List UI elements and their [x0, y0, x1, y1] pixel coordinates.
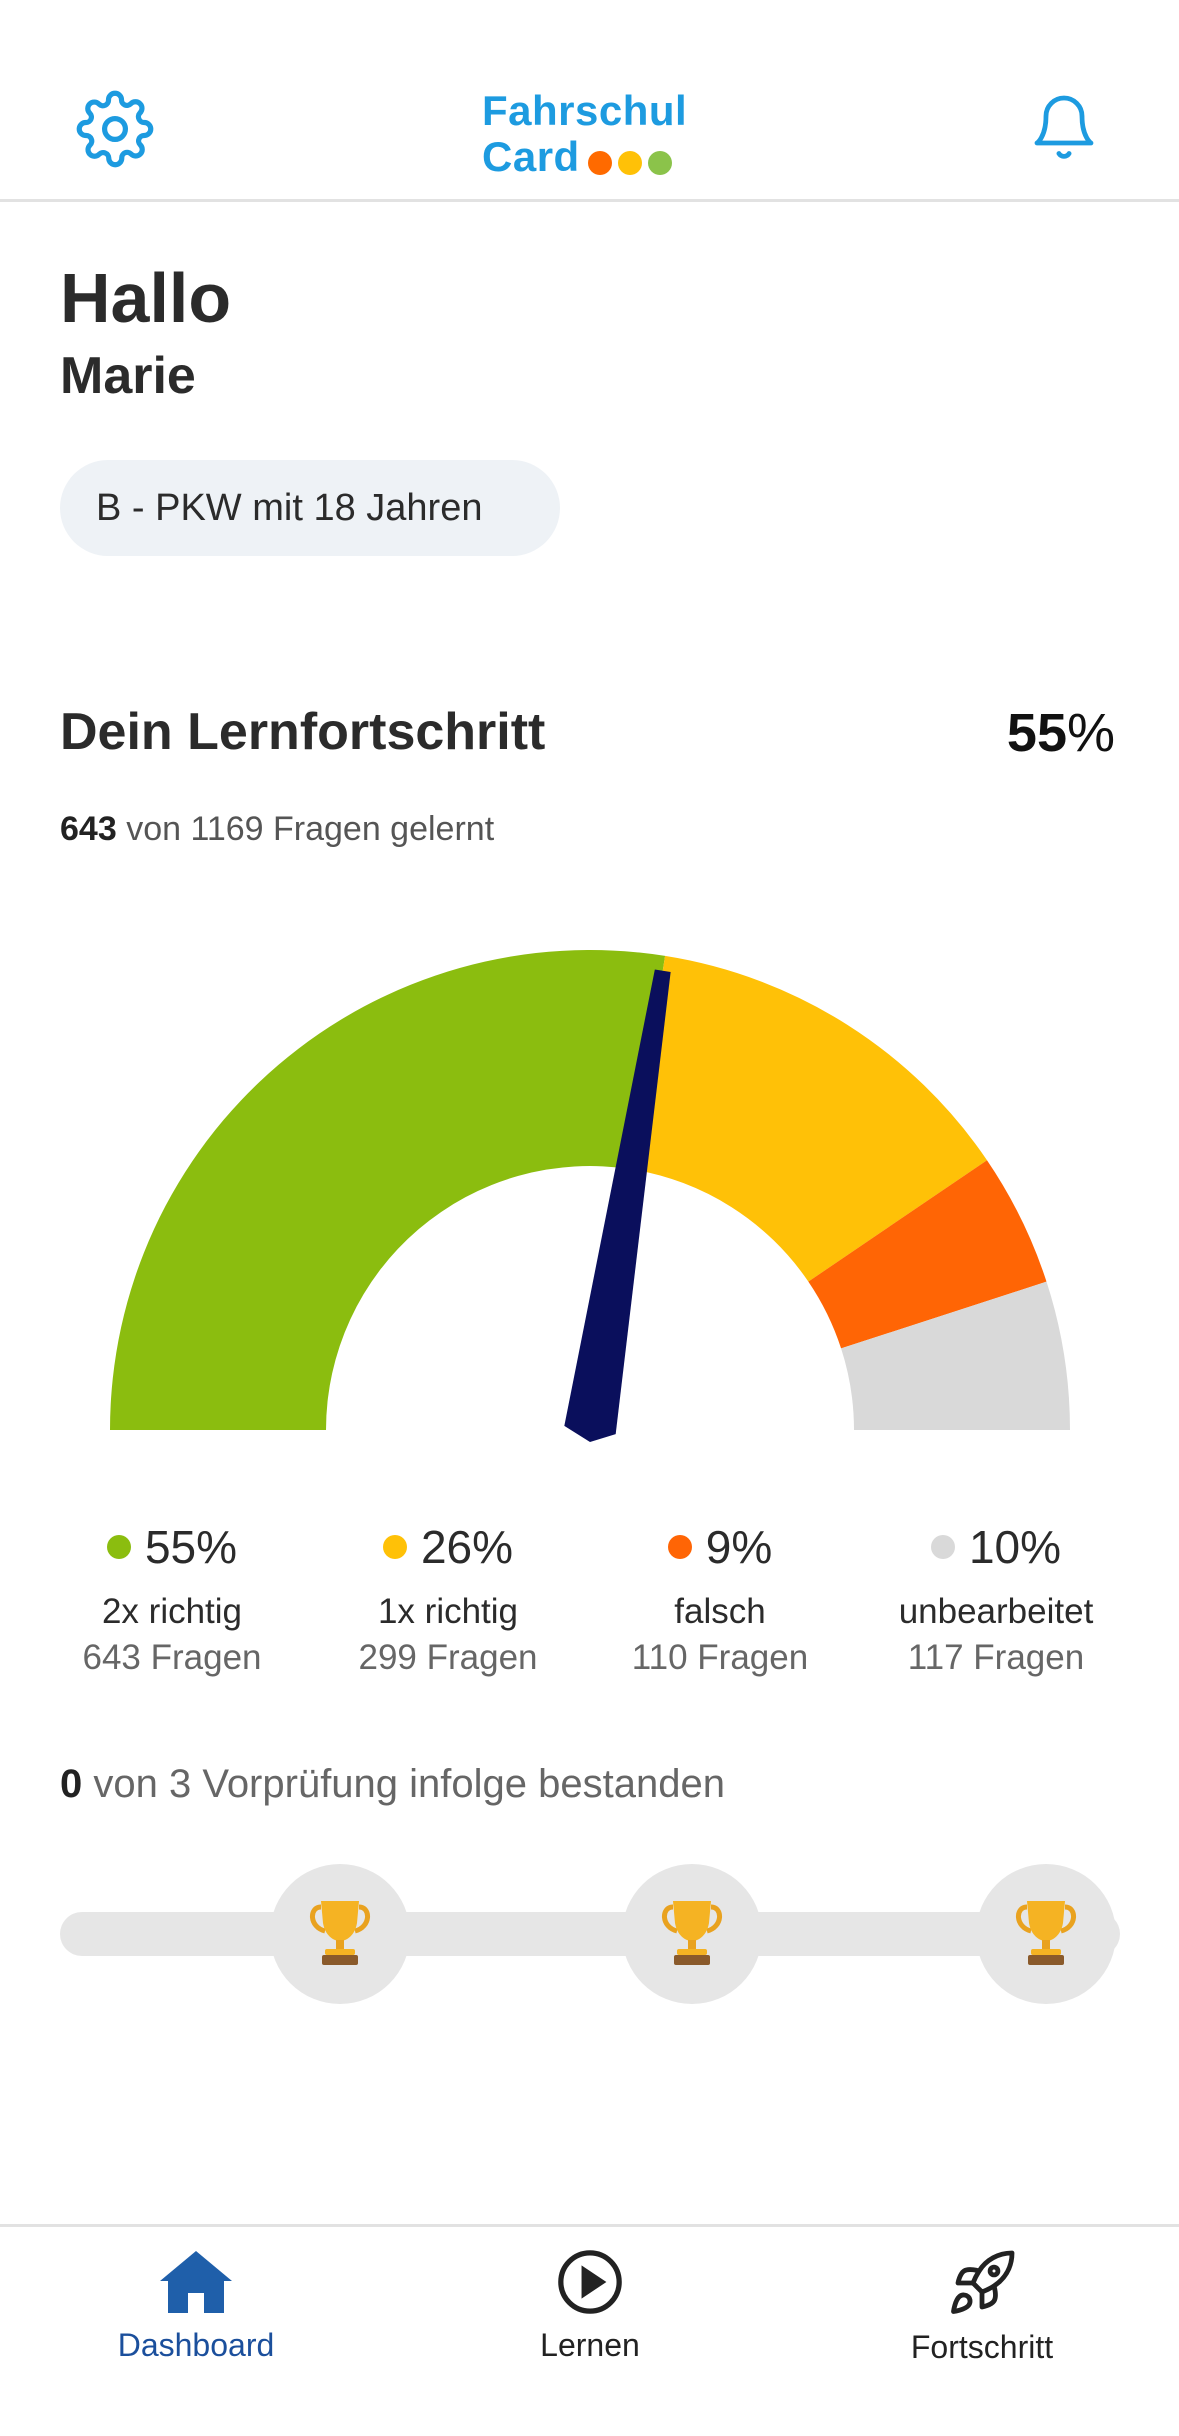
logo-line1: Fahrschul — [482, 87, 688, 134]
gauge-segment-4 — [841, 1281, 1070, 1430]
progress-percent: 55% — [1007, 702, 1115, 764]
logo-dot-yellow — [617, 150, 642, 175]
bell-icon[interactable] — [1028, 88, 1100, 168]
legend-label: 1x richtig — [377, 1592, 519, 1631]
gauge-segment-1 — [110, 950, 666, 1430]
user-name: Marie — [60, 347, 196, 405]
logo-dot-orange — [587, 150, 612, 175]
legend-percent-value: 26% — [420, 1521, 514, 1573]
legend-percent-value: 9% — [705, 1521, 773, 1573]
progress-learned-count: 643 — [60, 810, 117, 848]
legend-item: 55% 2x richtig 643 Fragen — [32, 1520, 312, 1678]
app-logo: Fahrschul Card — [482, 88, 687, 183]
greeting-title: Hallo — [60, 259, 232, 337]
tab-fortschritt[interactable]: Fortschritt — [832, 2247, 1132, 2366]
logo-card-text: Card — [482, 133, 580, 180]
progress-summary: 643 von 1169 Fragen gelernt — [60, 810, 494, 849]
streak-milestone — [270, 1864, 410, 2004]
legend-percent-value: 10% — [968, 1521, 1062, 1573]
tab-lernen-label: Lernen — [540, 2327, 640, 2363]
trophy-icon — [662, 1901, 722, 1965]
trophy-icon — [1016, 1901, 1076, 1965]
app-header: Fahrschul Card — [0, 0, 1179, 202]
trophy-icon — [310, 1901, 370, 1965]
progress-title: Dein Lernfortschritt — [60, 703, 546, 761]
legend-count: 299 Fragen — [358, 1638, 538, 1677]
tab-fortschritt-label: Fortschritt — [910, 2329, 1054, 2365]
legend-percent: 10% — [856, 1520, 1136, 1574]
legend-count: 110 Fragen — [631, 1638, 809, 1677]
legend-percent-value: 55% — [144, 1521, 238, 1573]
progress-gauge — [110, 950, 1070, 1442]
gauge-segment-2 — [631, 955, 987, 1282]
streak-milestone — [976, 1864, 1116, 2004]
progress-percent-value: 55 — [1006, 703, 1067, 763]
streak-summary-rest: von 3 Vorprüfung infolge bestanden — [93, 1762, 725, 1806]
legend-percent: 55% — [32, 1520, 312, 1574]
license-class-chip[interactable]: B - PKW mit 18 Jahren — [60, 460, 560, 556]
legend-count: 117 Fragen — [907, 1638, 1085, 1677]
legend-item: 10% unbearbeitet 117 Fragen — [856, 1520, 1136, 1678]
tab-dashboard-label: Dashboard — [117, 2327, 275, 2363]
streak-milestone — [622, 1864, 762, 2004]
home-icon — [160, 2251, 232, 2313]
gear-icon[interactable] — [76, 90, 154, 168]
streak-track — [60, 1912, 1120, 1956]
streak-passed-count: 0 — [60, 1762, 83, 1806]
play-circle-icon — [558, 2250, 622, 2314]
legend-dot — [667, 1534, 692, 1559]
bottom-tab-bar: Dashboard Lernen Fortschritt — [0, 2224, 1179, 2436]
tab-lernen[interactable]: Lernen — [440, 2247, 740, 2364]
legend-item: 26% 1x richtig 299 Fragen — [308, 1520, 588, 1678]
legend-label: 2x richtig — [101, 1592, 243, 1631]
gauge-segment-3 — [808, 1160, 1047, 1349]
legend-label: unbearbeitet — [898, 1592, 1094, 1631]
legend-percent: 9% — [580, 1520, 860, 1574]
tab-dashboard[interactable]: Dashboard — [46, 2247, 346, 2364]
logo-line2: Card — [482, 134, 687, 183]
legend-dot — [382, 1534, 407, 1559]
legend-dot — [930, 1534, 955, 1559]
legend-label: falsch — [674, 1592, 766, 1631]
legend-count: 643 Fragen — [82, 1638, 262, 1677]
legend-dot — [106, 1534, 131, 1559]
progress-percent-unit: % — [1066, 703, 1115, 763]
logo-dot-green — [647, 150, 672, 175]
progress-summary-rest: von 1169 Fragen gelernt — [126, 810, 495, 848]
legend-item: 9% falsch 110 Fragen — [580, 1520, 860, 1678]
legend-percent: 26% — [308, 1520, 588, 1574]
streak-summary: 0 von 3 Vorprüfung infolge bestanden — [60, 1762, 725, 1807]
rocket-icon — [951, 2250, 1015, 2314]
logo-dots — [587, 137, 678, 183]
gauge-needle — [564, 969, 671, 1442]
